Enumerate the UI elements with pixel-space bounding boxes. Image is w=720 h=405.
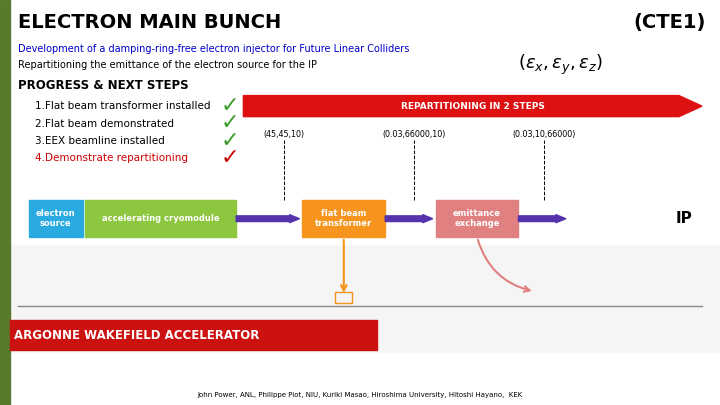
Text: (0.03,66000,10): (0.03,66000,10): [382, 130, 446, 139]
Text: John Power, ANL, Philippe Piot, NIU, Kuriki Masao, Hiroshima University, Hitoshi: John Power, ANL, Philippe Piot, NIU, Kur…: [197, 392, 523, 398]
FancyArrow shape: [243, 96, 702, 117]
Text: (45,45,10): (45,45,10): [264, 130, 305, 139]
Bar: [335, 292, 353, 303]
Text: ✓: ✓: [221, 148, 240, 168]
Text: emittance
exchange: emittance exchange: [453, 209, 501, 228]
Bar: [436, 200, 518, 237]
Bar: [10, 320, 377, 350]
Text: 1.Flat beam transformer installed: 1.Flat beam transformer installed: [35, 101, 210, 111]
Text: ELECTRON MAIN BUNCH: ELECTRON MAIN BUNCH: [18, 13, 282, 32]
Bar: [29, 200, 83, 237]
Bar: [10, 245, 720, 352]
FancyArrow shape: [236, 215, 300, 223]
Bar: [85, 200, 236, 237]
Text: flat beam
transformer: flat beam transformer: [315, 209, 372, 228]
Text: Development of a damping-ring-free electron injector for Future Linear Colliders: Development of a damping-ring-free elect…: [18, 44, 410, 53]
Text: ARGONNE WAKEFIELD ACCELERATOR: ARGONNE WAKEFIELD ACCELERATOR: [14, 329, 260, 342]
Text: accelerating cryomodule: accelerating cryomodule: [102, 214, 220, 223]
FancyArrow shape: [518, 215, 566, 223]
Bar: [302, 200, 385, 237]
Text: 3.EEX beamline installed: 3.EEX beamline installed: [35, 136, 164, 146]
Text: $(\varepsilon_x,\varepsilon_y,\varepsilon_z)$: $(\varepsilon_x,\varepsilon_y,\varepsilo…: [518, 53, 603, 77]
FancyArrow shape: [385, 215, 433, 223]
Text: ✓: ✓: [221, 113, 240, 134]
Text: IP: IP: [675, 211, 693, 226]
Text: electron
source: electron source: [36, 209, 76, 228]
Text: (0.03,10,66000): (0.03,10,66000): [512, 130, 575, 139]
Bar: [0, 0, 10, 405]
Text: (CTE1): (CTE1): [633, 13, 706, 32]
Text: ✓: ✓: [221, 96, 240, 116]
Text: ✓: ✓: [221, 131, 240, 151]
Text: 4.Demonstrate repartitioning: 4.Demonstrate repartitioning: [35, 153, 187, 163]
Text: Repartitioning the emittance of the electron source for the IP: Repartitioning the emittance of the elec…: [18, 60, 317, 70]
Text: PROGRESS & NEXT STEPS: PROGRESS & NEXT STEPS: [18, 79, 189, 92]
Text: REPARTITIONING IN 2 STEPS: REPARTITIONING IN 2 STEPS: [401, 102, 544, 111]
Text: 2.Flat beam demonstrated: 2.Flat beam demonstrated: [35, 119, 174, 128]
